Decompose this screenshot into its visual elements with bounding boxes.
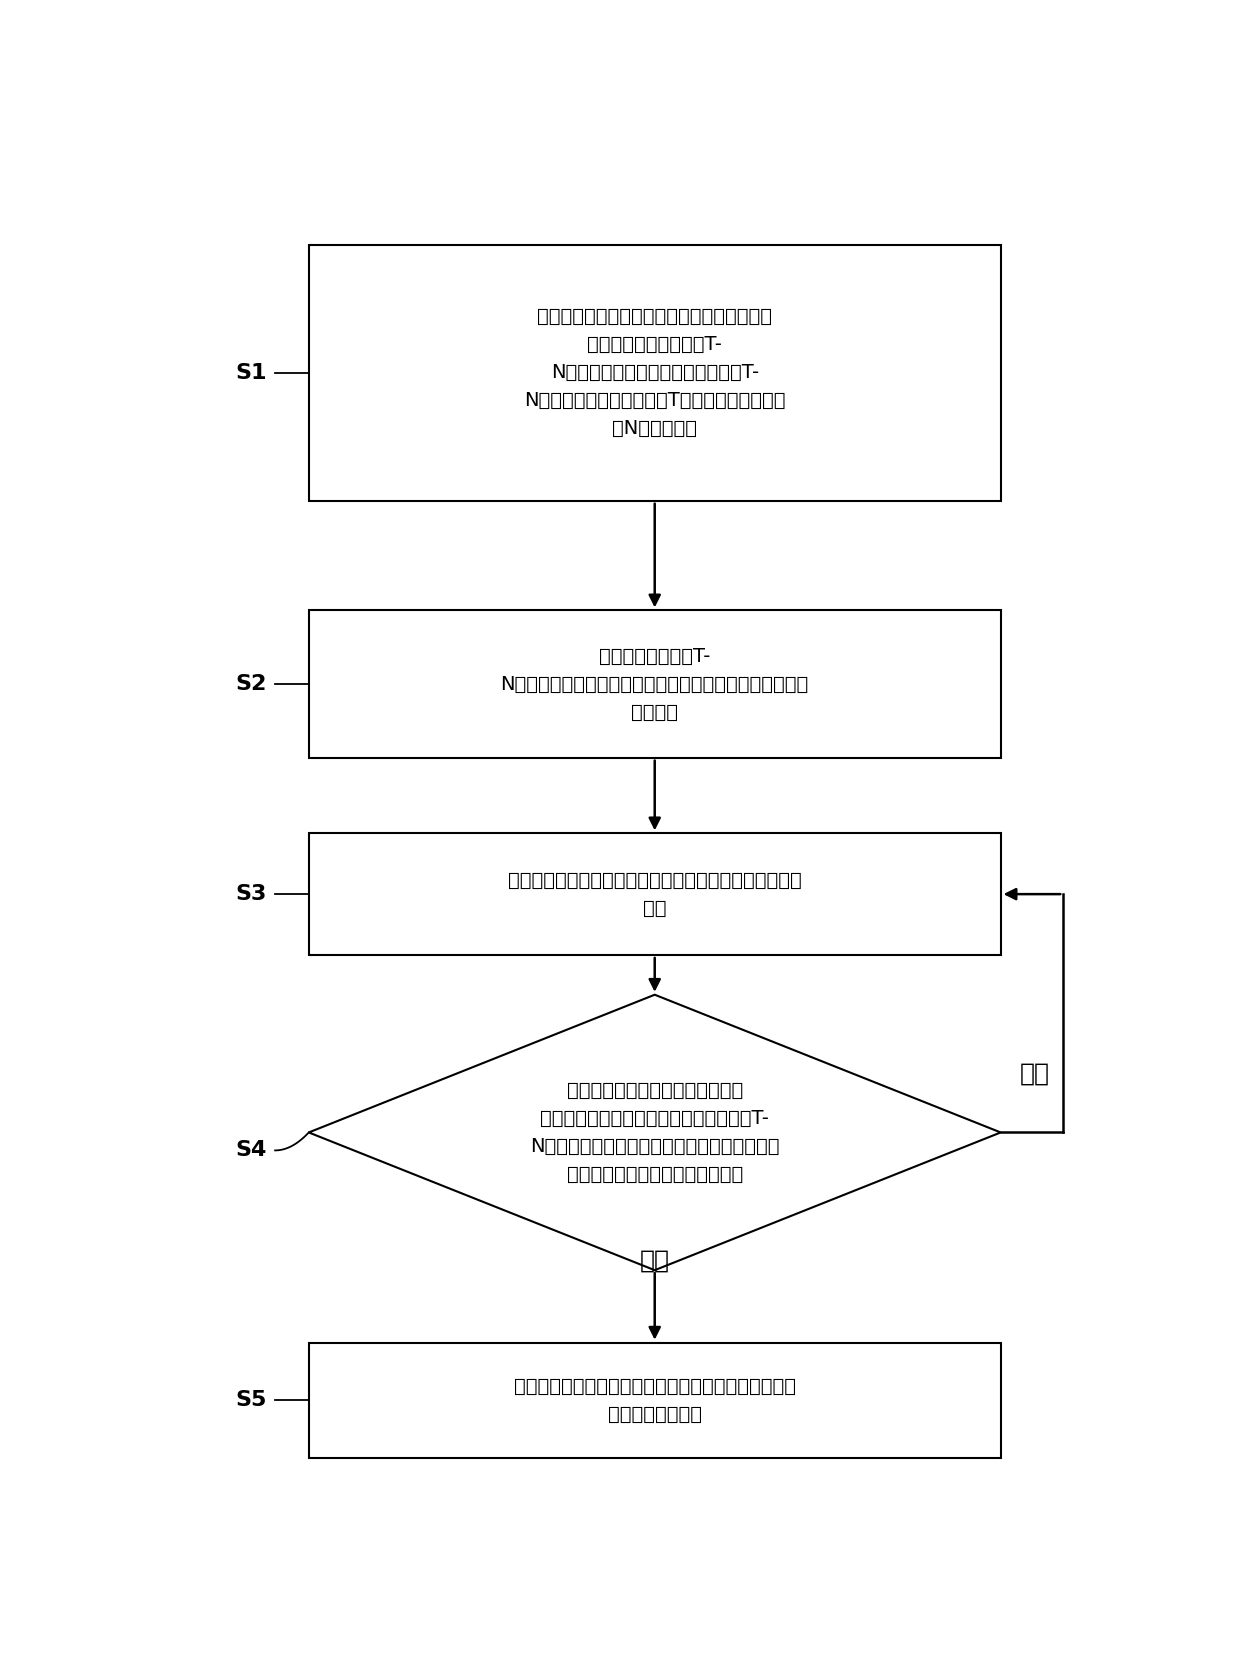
- Text: 获取当前运行绕组运行时电机主轴的当前转速和当前输出
力矩: 获取当前运行绕组运行时电机主轴的当前转速和当前输出 力矩: [508, 870, 801, 917]
- Text: S5: S5: [236, 1389, 267, 1409]
- Text: 判断当前运行绕组基于当前转速和
当前输出力矩构成的位于当前运行绕组的T-
N特性曲线上的点是否位于切换点处或位于切换
点沿所述输出力矩变化趋势的前方: 判断当前运行绕组基于当前转速和 当前输出力矩构成的位于当前运行绕组的T- N特性…: [529, 1082, 780, 1185]
- Text: S4: S4: [236, 1140, 267, 1160]
- Text: 若否: 若否: [1019, 1062, 1049, 1085]
- Text: S3: S3: [236, 884, 267, 904]
- Text: 若是: 若是: [640, 1248, 670, 1273]
- Text: 关闭当前运行绕组，开启待替换绕组将待替换绕组作为
新的当前运行绕组: 关闭当前运行绕组，开启待替换绕组将待替换绕组作为 新的当前运行绕组: [513, 1376, 796, 1424]
- FancyBboxPatch shape: [309, 1343, 1001, 1458]
- Text: S2: S2: [236, 674, 267, 694]
- FancyBboxPatch shape: [309, 834, 1001, 955]
- FancyBboxPatch shape: [309, 611, 1001, 757]
- Polygon shape: [309, 995, 1001, 1270]
- FancyBboxPatch shape: [309, 245, 1001, 501]
- Text: S1: S1: [236, 363, 267, 383]
- Text: 在当前运行绕组的T-
N绕组特性曲线的重合点处，沿输出力矩变化趋势的前方设
置切换点: 在当前运行绕组的T- N绕组特性曲线的重合点处，沿输出力矩变化趋势的前方设 置切…: [501, 647, 808, 722]
- Text: 获取当前运行绕组和待替换绕组在各自运行时
，当前运行绕组对应的T-
N绕组特性曲线和待替换绕组对应的T-
N绕组特性曲线的重合点，T为电机主轴输出力矩
，N为电: 获取当前运行绕组和待替换绕组在各自运行时 ，当前运行绕组对应的T- N绕组特性曲…: [525, 308, 785, 438]
